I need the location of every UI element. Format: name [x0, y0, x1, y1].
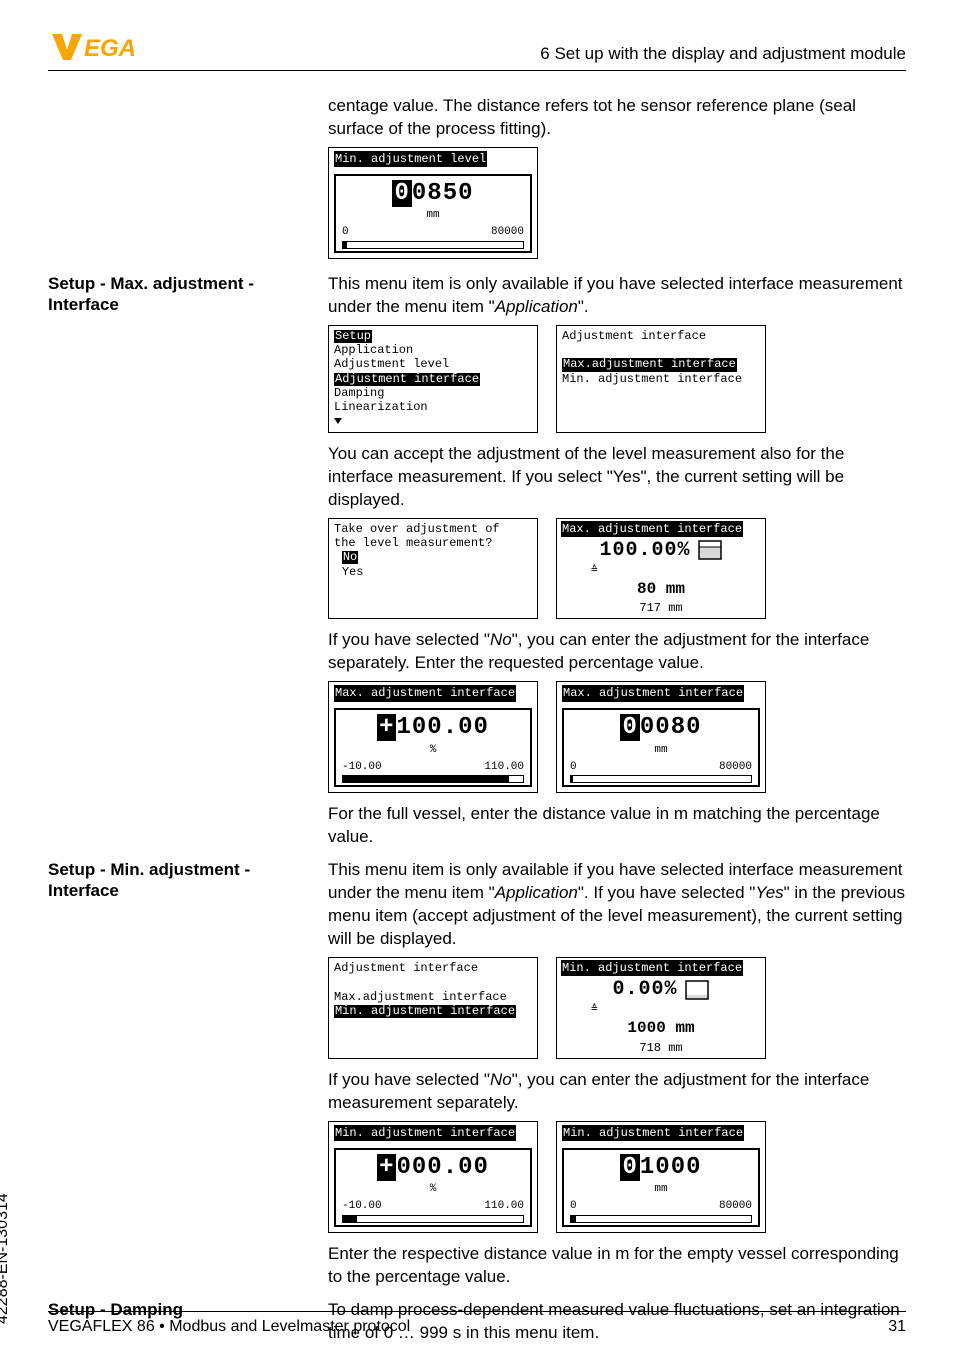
svg-text:EGA: EGA [84, 35, 136, 62]
menu-item: Adjustment level [334, 357, 449, 371]
menu-item: Damping [334, 386, 384, 400]
reading-sub: 718 mm [561, 1040, 761, 1056]
lcd-title: Adjustment interface [334, 962, 478, 975]
lcd-value-rest: 0850 [412, 180, 474, 207]
lcd-scale-min: -10.00 [342, 760, 382, 775]
lcd-setup-menu: Setup Application Adjustment level Adjus… [328, 325, 538, 433]
lcd-scale-min: -10.00 [342, 1199, 382, 1214]
lcd-min-edit-pct: Min. adjustment interface +000.00 % -10.… [328, 1121, 538, 1233]
menu-item: Max.adjustment interface [334, 990, 507, 1004]
lcd-max-edit-pct: Max. adjustment interface +100.00 % -10.… [328, 681, 538, 793]
prompt-l2: the level measurement? [334, 537, 492, 550]
lcd-scale-max: 110.00 [484, 1199, 524, 1214]
reading-sub: 717 mm [561, 600, 761, 616]
heading-max-l1: Setup - Max. adjustment - [48, 273, 318, 294]
lcd-value-cursor: 0 [620, 714, 639, 741]
menu-item: Min. adjustment interface [562, 372, 742, 386]
heading-min-l1: Setup - Min. adjustment - [48, 859, 318, 880]
heading-min-l2: Interface [48, 880, 318, 901]
prompt-l1: Take over adjustment of [334, 523, 500, 536]
footer-left: VEGAFLEX 86 • Modbus and Levelmaster pro… [48, 1318, 410, 1336]
menu-item-selected: Max.adjustment interface [562, 358, 737, 371]
page-footer: VEGAFLEX 86 • Modbus and Levelmaster pro… [48, 1311, 906, 1336]
lcd-min-adjustment-level: Min. adjustment level 00850 mm 0 80000 [328, 147, 538, 259]
lcd-unit: % [342, 743, 524, 758]
lcd-scale-max: 80000 [491, 225, 524, 240]
reading-pct: 0.00% [612, 976, 677, 1003]
document-code: 42288-EN-130314 [0, 1193, 12, 1324]
lcd-title: Setup [334, 330, 372, 343]
menu-item-selected: Adjustment interface [334, 373, 480, 386]
max-para2: You can accept the adjustment of the lev… [328, 443, 906, 512]
reading-mm: 80 mm [561, 579, 761, 601]
lcd-unit: mm [570, 743, 752, 758]
scroll-down-icon [334, 418, 342, 424]
tank-icon [684, 979, 710, 1001]
lcd-value-cursor: + [377, 1154, 396, 1181]
intro-tail: centage value. The distance refers tot h… [328, 95, 906, 141]
header-section-title: 6 Set up with the display and adjustment… [540, 44, 906, 64]
max-para4: For the full vessel, enter the distance … [328, 803, 906, 849]
lcd-title: Min. adjustment interface [334, 1125, 516, 1141]
lcd-title: Min. adjustment interface [562, 1125, 744, 1141]
lcd-value-cursor: 0 [392, 180, 411, 207]
footer-page-number: 31 [888, 1318, 906, 1336]
lcd-max-reading: Max. adjustment interface 100.00% ≙ 80 m… [556, 518, 766, 620]
heading-max-l2: Interface [48, 294, 318, 315]
lcd-title: Max. adjustment interface [561, 521, 743, 537]
lcd-title: Min. adjustment interface [561, 960, 743, 976]
menu-item: Linearization [334, 400, 428, 414]
lcd-scale-max: 80000 [719, 760, 752, 775]
page-header: EGA 6 Set up with the display and adjust… [48, 30, 906, 71]
lcd-value-cursor: 0 [620, 1154, 639, 1181]
reading-pct: 100.00% [599, 537, 690, 564]
reading-mm: 1000 mm [561, 1018, 761, 1040]
lcd-adjustment-interface-menu: Adjustment interface Max.adjustment inte… [556, 325, 766, 433]
prompt-no: No [342, 551, 358, 564]
lcd-value-rest: 100.00 [396, 714, 488, 741]
lcd-title: Adjustment interface [562, 330, 706, 343]
lcd-title: Min. adjustment level [334, 151, 487, 167]
lcd-title: Max. adjustment interface [562, 685, 744, 701]
lcd-scale-max: 80000 [719, 1199, 752, 1214]
lcd-takeover-prompt: Take over adjustment of the level measur… [328, 518, 538, 620]
max-para3: If you have selected "No", you can enter… [328, 629, 906, 675]
lcd-unit: % [342, 1182, 524, 1197]
lcd-scale-min: 0 [570, 760, 577, 775]
min-para2: If you have selected "No", you can enter… [328, 1069, 906, 1115]
menu-item-selected: Min. adjustment interface [334, 1005, 516, 1018]
lcd-max-edit-mm: Max. adjustment interface 00080 mm 0 800… [556, 681, 766, 793]
lcd-scale-max: 110.00 [484, 760, 524, 775]
lcd-min-reading: Min. adjustment interface 0.00% ≙ 1000 m… [556, 957, 766, 1059]
lcd-unit: mm [570, 1182, 752, 1197]
lcd-value-rest: 0080 [640, 714, 702, 741]
lcd-value-rest: 1000 [640, 1154, 702, 1181]
lcd-adjustment-interface-menu-min: Adjustment interface Max.adjustment inte… [328, 957, 538, 1059]
lcd-scale-min: 0 [570, 1199, 577, 1214]
lcd-scale-min: 0 [342, 225, 349, 240]
vega-logo: EGA [48, 30, 158, 64]
min-para1: This menu item is only available if you … [328, 859, 906, 951]
lcd-unit: mm [342, 208, 524, 223]
min-para3: Enter the respective distance value in m… [328, 1243, 906, 1289]
lcd-min-edit-mm: Min. adjustment interface 01000 mm 0 800… [556, 1121, 766, 1233]
max-para1: This menu item is only available if you … [328, 273, 906, 319]
lcd-title: Max. adjustment interface [334, 685, 516, 701]
menu-item: Application [334, 343, 413, 357]
prompt-yes: Yes [342, 565, 364, 579]
lcd-value-rest: 000.00 [396, 1154, 488, 1181]
lcd-value-cursor: + [377, 714, 396, 741]
tank-icon [697, 539, 723, 561]
